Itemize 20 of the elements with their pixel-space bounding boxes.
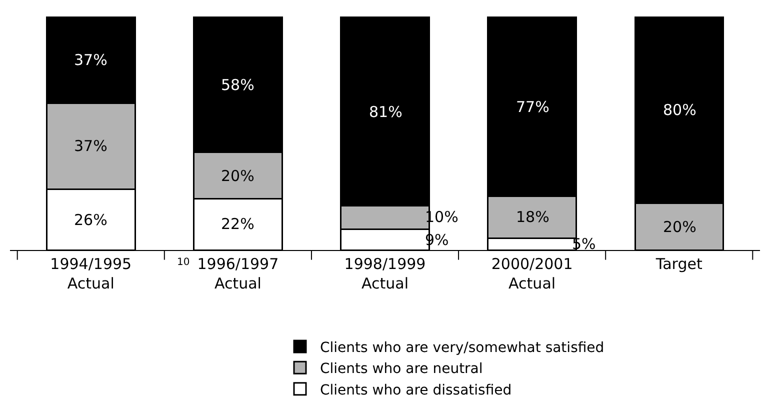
- data-label: 81%: [369, 103, 402, 121]
- data-label: 37%: [74, 137, 108, 155]
- data-label: 26%: [74, 211, 108, 229]
- data-label: 20%: [663, 218, 696, 236]
- legend-label: Clients who are dissatisfied: [320, 382, 512, 398]
- legend-label: Clients who are neutral: [320, 361, 483, 378]
- data-label: 22%: [221, 215, 254, 233]
- text: 10: [177, 257, 190, 268]
- x-tick-label: 2000/2001 Actual: [491, 255, 573, 292]
- x-tick-label: 1998/1999 Actual: [344, 255, 426, 292]
- data-label: 80%: [663, 101, 696, 119]
- data-label: 77%: [516, 98, 550, 116]
- x-tick-label: 1996/1997 Actual: [197, 255, 279, 292]
- data-label: 20%: [221, 167, 254, 185]
- legend-label: Clients who are very/somewhat satisfied: [320, 340, 604, 356]
- x-tick-label: 1994/1995 Actual: [50, 255, 132, 292]
- data-label: 18%: [516, 208, 550, 226]
- data-label: 58%: [221, 76, 254, 94]
- x-tick-label: Target: [654, 255, 702, 273]
- data-label: 37%: [74, 51, 108, 69]
